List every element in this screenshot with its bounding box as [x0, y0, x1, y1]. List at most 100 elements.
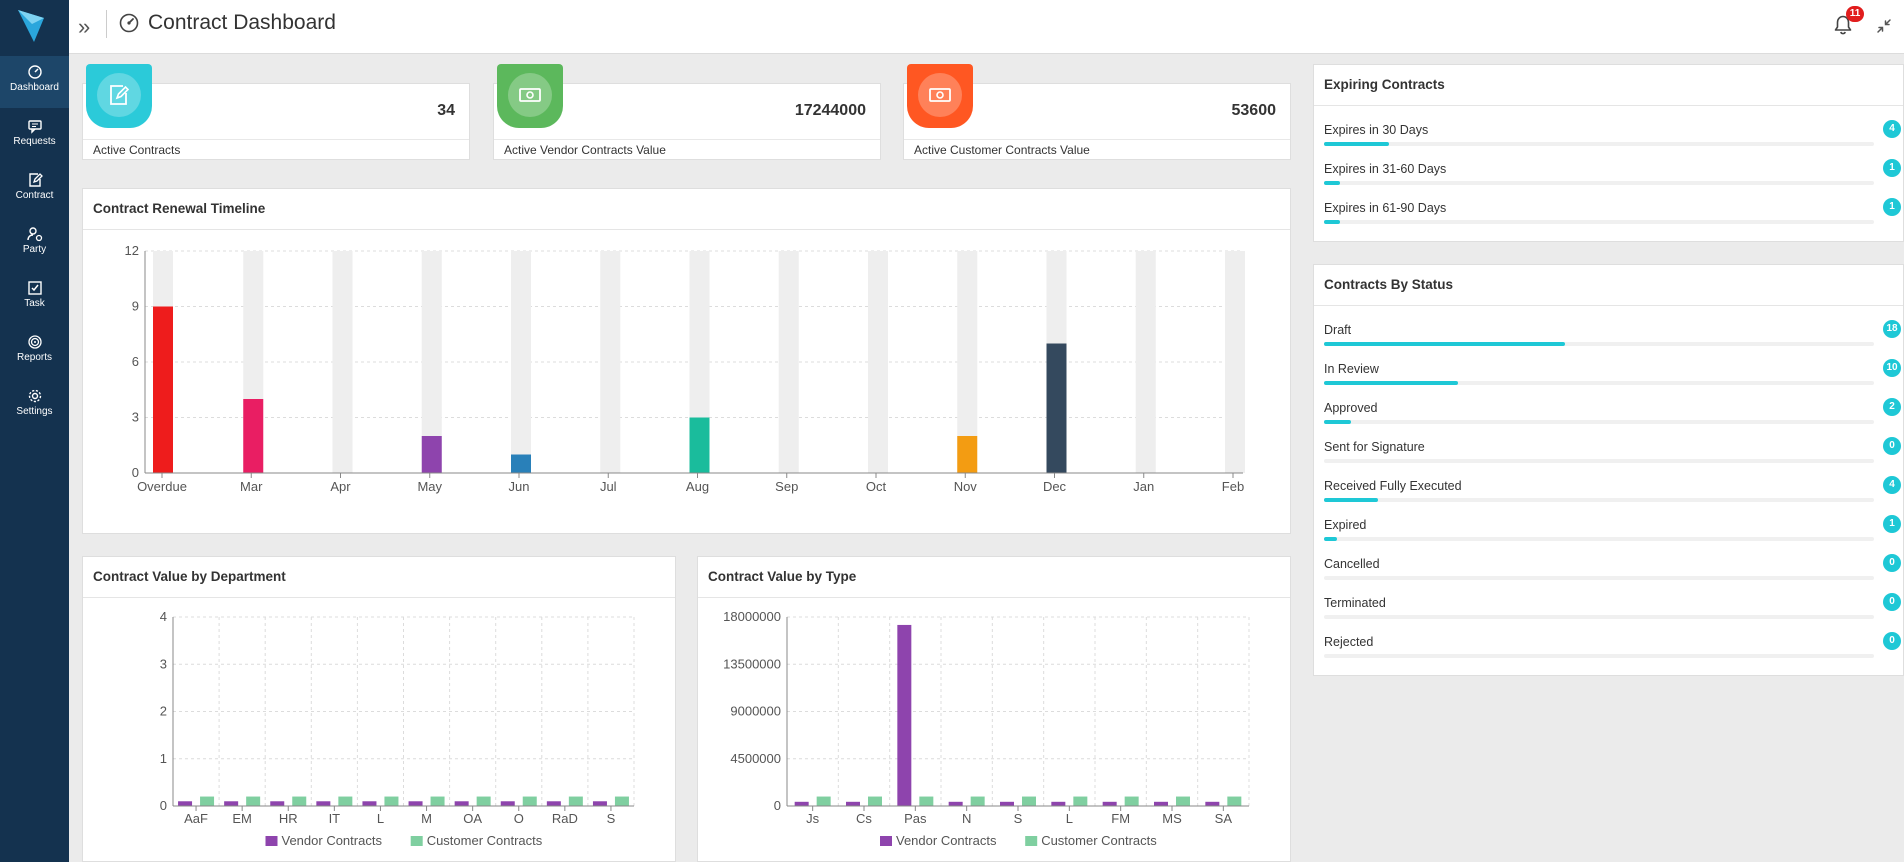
y-tick-label: 0 [132, 465, 139, 480]
card-title: Expiring Contracts [1324, 77, 1445, 92]
x-tick-label: Overdue [137, 479, 187, 494]
x-tick-label: N [962, 811, 971, 826]
collapse-screen-icon[interactable] [1876, 18, 1892, 34]
type-value-chart: 0 4500000 9000000 13500000 18000000 Js Cs Pas N S… [723, 609, 1250, 848]
sidebar-item-label: Requests [13, 136, 56, 147]
count-badge: 4 [1883, 120, 1901, 138]
legend-swatch [410, 836, 423, 846]
y-tick-label: 3 [132, 410, 139, 425]
sidebar: Dashboard Requests Contract Party Task R… [0, 0, 69, 862]
bar [868, 796, 882, 806]
count-badge: 18 [1883, 320, 1901, 338]
bar [1102, 801, 1117, 806]
bar [292, 796, 307, 806]
y-tick-label: 12 [125, 243, 139, 258]
progress-fill [1324, 220, 1341, 224]
x-tick-label: Jan [1133, 479, 1154, 494]
x-tick-label: AaF [184, 811, 208, 826]
contracts-by-status-card: Contracts By Status Draft 18 In Review 10 Ap… [1313, 264, 1904, 676]
y-tick-label: 9000000 [730, 704, 781, 719]
expiring-contracts-card: Expiring Contracts Expires in 30 Days 4 Ex… [1313, 64, 1904, 242]
legend-label: Vendor Contracts [896, 833, 997, 848]
list-item[interactable]: Rejected 0 [1324, 632, 1901, 665]
y-tick-label: 3 [160, 656, 167, 671]
user-gear-icon [26, 227, 42, 242]
message-icon [27, 120, 42, 134]
progress-track [1324, 381, 1874, 385]
bar [568, 796, 583, 806]
list-item[interactable]: In Review 10 [1324, 359, 1901, 392]
count-badge: 2 [1883, 398, 1901, 416]
stat-icon-customer-value [907, 64, 973, 128]
stat-icon-circle [508, 73, 552, 117]
list-item[interactable]: Expired 1 [1324, 515, 1901, 548]
x-tick-label: Js [806, 811, 820, 826]
list-item[interactable]: Expires in 30 Days 4 [1324, 120, 1901, 153]
list-item-label: Expires in 31-60 Days [1324, 162, 1447, 176]
bar [500, 801, 515, 806]
bar [1227, 796, 1242, 806]
sidebar-item-settings[interactable]: Settings [0, 380, 69, 432]
list-item[interactable]: Sent for Signature 0 [1324, 437, 1901, 470]
sidebar-item-label: Dashboard [10, 82, 59, 93]
sidebar-item-label: Contract [15, 190, 54, 201]
count-badge: 4 [1883, 476, 1901, 494]
sidebar-item-party[interactable]: Party [0, 218, 69, 270]
department-value-card: Contract Value by Department 0 1 2 3 4 AaF EM H… [82, 556, 676, 862]
sidebar-item-requests[interactable]: Requests [0, 110, 69, 162]
bar [421, 436, 442, 473]
count-badge: 0 [1883, 437, 1901, 455]
x-tick-label: Jul [600, 479, 617, 494]
list-item[interactable]: Cancelled 0 [1324, 554, 1901, 587]
progress-track [1324, 615, 1874, 619]
progress-fill [1324, 381, 1459, 385]
x-tick-label: Jun [509, 479, 530, 494]
card-divider [83, 597, 675, 598]
progress-fill [1324, 420, 1351, 424]
list-item[interactable]: Received Fully Executed 4 [1324, 476, 1901, 509]
progress-track [1324, 220, 1874, 224]
list-item[interactable]: Expires in 61-90 Days 1 [1324, 198, 1901, 231]
bar [1154, 801, 1168, 806]
sidebar-item-label: Task [24, 298, 45, 309]
legend-swatch [880, 836, 892, 846]
x-tick-label: Oct [866, 479, 887, 494]
sidebar-item-label: Settings [16, 406, 53, 417]
bar [476, 796, 491, 806]
edit-document-icon [110, 85, 130, 105]
bar [1176, 796, 1190, 806]
progress-fill [1324, 498, 1378, 502]
bar [816, 796, 831, 806]
bar-background [778, 251, 799, 473]
expand-sidebar-icon[interactable]: » [78, 14, 91, 39]
card-title: Contract Renewal Timeline [93, 201, 266, 216]
logo-icon[interactable] [14, 6, 54, 46]
bar [153, 306, 173, 473]
list-item[interactable]: Expires in 31-60 Days 1 [1324, 159, 1901, 192]
count-badge: 0 [1883, 632, 1901, 650]
sidebar-item-reports[interactable]: Reports [0, 326, 69, 378]
list-item-label: Received Fully Executed [1324, 479, 1462, 493]
sidebar-item-task[interactable]: Task [0, 272, 69, 324]
list-item[interactable]: Approved 2 [1324, 398, 1901, 431]
header-divider [106, 10, 107, 38]
checkbox-icon [27, 281, 42, 295]
sidebar-item-dashboard[interactable]: Dashboard [0, 56, 69, 108]
x-tick-label: Aug [686, 479, 709, 494]
card-divider [1314, 305, 1903, 306]
money-icon [519, 88, 541, 102]
card-title: Contract Value by Department [93, 569, 286, 584]
y-tick-label: 4500000 [730, 751, 781, 766]
list-item[interactable]: Terminated 0 [1324, 593, 1901, 626]
list-item[interactable]: Draft 18 [1324, 320, 1901, 353]
x-tick-label: L [377, 811, 384, 826]
stat-icon-circle [918, 73, 962, 117]
department-value-chart: 0 1 2 3 4 AaF EM HR IT L M OA O RaD S Vendor Contracts C… [160, 609, 635, 848]
bar [1000, 801, 1014, 806]
sidebar-item-contract[interactable]: Contract [0, 164, 69, 216]
x-tick-label: OA [463, 811, 482, 826]
bar [178, 801, 193, 806]
x-tick-label: SA [1215, 811, 1233, 826]
stat-label: Active Vendor Contracts Value [504, 143, 666, 157]
bar [511, 454, 531, 473]
